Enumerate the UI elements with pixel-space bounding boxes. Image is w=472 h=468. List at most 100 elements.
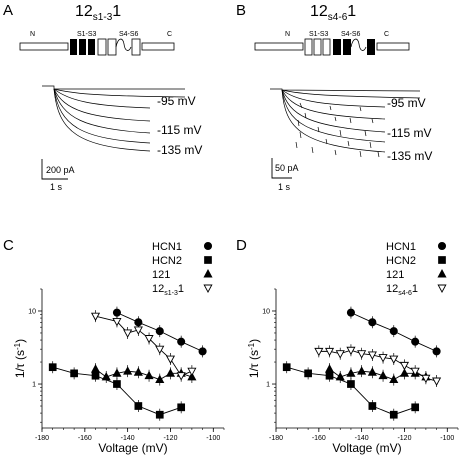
y-axis-label: 1/τ (s-1)	[247, 339, 261, 378]
trace-2	[281, 89, 421, 99]
legend-marker	[203, 284, 213, 293]
y-axis-label-sup: -1	[13, 342, 22, 350]
x-tick-label: -160	[78, 435, 92, 442]
x-tick-label: -140	[121, 435, 135, 442]
data-point	[367, 367, 377, 376]
legend-marker	[203, 269, 213, 278]
panel-d-letter: D	[236, 237, 247, 254]
domain-label-s1s3: S1-S3	[309, 31, 329, 38]
data-point	[90, 364, 101, 373]
data-point	[123, 366, 133, 375]
legend-label: HCN1	[386, 241, 416, 253]
segment-s2	[79, 39, 86, 55]
segment-s3	[88, 39, 95, 55]
data-point	[90, 312, 101, 322]
data-point	[357, 350, 367, 359]
data-point	[314, 347, 324, 357]
trace-6	[53, 88, 151, 144]
panel-a-trace-label-135: -135 mV	[157, 143, 202, 157]
panel-a-domain-schematic: N S1-S3 S4-S6 C	[19, 31, 175, 56]
panel-a-scale-bar: 200 pA 1 s	[41, 159, 75, 192]
legend-label: 121	[386, 269, 404, 281]
segment-s6	[367, 39, 375, 55]
legend-label-name: HCN1	[386, 241, 416, 253]
y-axis-label: 1/τ (s-1)	[13, 339, 27, 378]
legend-marker	[437, 241, 447, 251]
data-point	[144, 370, 154, 380]
panel-a-current-traces	[42, 85, 186, 152]
x-tick-label: -100	[440, 435, 454, 442]
x-axis-label: Voltage (mV)	[98, 441, 167, 455]
series-hcn2	[48, 361, 186, 421]
domain-label-c: C	[167, 31, 172, 38]
data-point	[112, 317, 122, 327]
series-hcn2	[282, 361, 420, 421]
data-point	[113, 380, 121, 388]
legend-label-name: HCN1	[152, 241, 182, 253]
legend-label: HCN1	[152, 241, 182, 253]
scale-current-label: 200 pA	[46, 165, 75, 175]
data-point	[411, 337, 420, 346]
y-axis-label-main: 1/τ (s	[247, 350, 261, 378]
panel-a: A 12s1-31 N S1-S3 S4-S6 C	[3, 2, 202, 192]
data-point	[165, 355, 176, 364]
legend-label-name: 12	[152, 283, 164, 295]
data-point	[324, 364, 335, 373]
data-point	[133, 367, 143, 376]
series-line	[95, 315, 193, 377]
scale-current-label: 50 pA	[275, 163, 299, 173]
data-point	[155, 374, 165, 384]
data-point	[133, 326, 143, 335]
x-tick-label: -140	[355, 435, 369, 442]
segment-s4	[333, 39, 341, 55]
data-point	[389, 410, 398, 419]
legend-label-suffix: 1	[412, 283, 418, 295]
legend-label-sub: s1-3	[164, 290, 178, 297]
panel-b-domain-schematic: N S1-S3 S4-S6 C	[254, 31, 410, 56]
x-tick-label: -180	[35, 435, 49, 442]
data-point	[368, 318, 377, 327]
data-point	[155, 345, 165, 355]
data-point	[101, 372, 111, 381]
y-axis-label-main: 1/τ (s	[13, 350, 27, 378]
x-axis-label: Voltage (mV)	[332, 441, 401, 455]
legend-marker	[437, 269, 447, 278]
data-point	[432, 377, 442, 386]
legend-marker	[204, 256, 212, 264]
data-point	[347, 380, 355, 388]
segment-s1	[304, 38, 313, 56]
data-point	[48, 363, 57, 372]
data-point	[282, 363, 291, 372]
series-hcn1	[346, 306, 441, 358]
series-12s4-61	[314, 344, 442, 388]
segment-s6	[131, 38, 141, 56]
legend-label: 12s4-61	[386, 283, 418, 297]
panel-b-current-traces	[270, 88, 421, 158]
data-point	[378, 370, 388, 380]
n-terminus-box	[19, 42, 69, 51]
data-point	[378, 354, 388, 363]
domain-label-s4s6: S4-S6	[341, 31, 361, 38]
legend-label: 121	[152, 269, 170, 281]
legend-label-name: 121	[152, 269, 170, 281]
legend-label-name: 121	[386, 269, 404, 281]
x-tick-label: -100	[206, 435, 220, 442]
segment-s3	[322, 38, 331, 56]
panel-a-trace-label-95: -95 mV	[157, 94, 196, 108]
trace-3	[53, 88, 151, 109]
data-point	[421, 374, 431, 384]
data-point	[198, 347, 207, 356]
y-axis-label-sup: -1	[247, 342, 256, 350]
data-point	[335, 350, 345, 359]
trace-2	[53, 88, 186, 98]
panel-b-letter: B	[236, 2, 246, 19]
segment-s5	[107, 38, 117, 56]
legend-label-name: HCN2	[386, 255, 416, 267]
legend-marker	[203, 241, 213, 251]
y-tick-label: 10	[262, 308, 270, 315]
y-axis-label-close: )	[13, 339, 27, 343]
data-point	[155, 327, 164, 336]
trace-7	[281, 89, 386, 158]
trace-5	[281, 89, 386, 137]
